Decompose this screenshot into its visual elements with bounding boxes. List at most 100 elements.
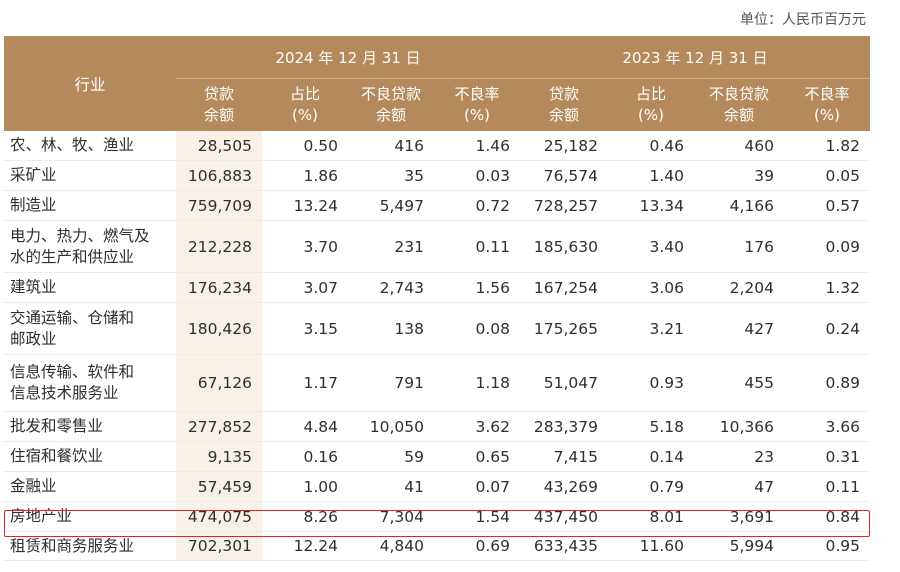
value-cell-2024-npl-ratio: 0.72 (434, 190, 521, 221)
industry-name-line: 农、林、牧、渔业 (10, 136, 135, 154)
column-header-line: 不良贷款 (360, 85, 421, 103)
industry-name-line: 租赁和商务服务业 (10, 536, 135, 555)
value-cell-2024-share-pct: 1.86 (262, 160, 348, 191)
column-header-2023-loan-balance: 贷款 余额 (520, 78, 609, 131)
value-cell-2023-npl-balance: 427 (694, 302, 785, 355)
value-cell-2024-loan-balance: 106,883 (176, 160, 262, 191)
value-cell-2023-npl-ratio: 0.57 (784, 190, 871, 221)
value-cell-2024-npl-balance: 59 (348, 441, 434, 472)
value-cell-2024-share-pct: 0.50 (262, 131, 348, 161)
industry-name-line: 邮政业 (10, 329, 57, 348)
value-cell-2023-share-pct: 5.18 (608, 411, 695, 442)
value-cell-2024-npl-ratio: 0.03 (434, 160, 521, 191)
value-cell-2024-npl-ratio: 3.62 (434, 411, 521, 442)
table-row: 采矿业 106,883 1.86 35 0.03 76,574 1.40 39 0.05 (4, 160, 871, 191)
industry-name-line: 交通运输、仓储和 (10, 308, 135, 327)
period-2023-header: 2023 年 12 月 31 日 (520, 36, 871, 79)
table-row: 建筑业 176,234 3.07 2,743 1.56 167,254 3.06 2,204 1… (4, 272, 871, 303)
table-row: 金融业 57,459 1.00 41 0.07 43,269 0.79 47 0.11 (4, 471, 871, 502)
column-header-line: 余额 (375, 106, 406, 124)
value-cell-2023-loan-balance: 76,574 (520, 160, 609, 191)
value-cell-2024-share-pct: 3.07 (262, 272, 348, 303)
value-cell-2023-loan-balance: 185,630 (520, 220, 609, 273)
table-row: 电力、热力、燃气及 水的生产和供应业 212,228 3.70 231 0.11 185,6… (4, 220, 871, 273)
industry-name-cell: 住宿和餐饮业 (4, 441, 176, 472)
value-cell-2024-share-pct: 13.24 (262, 190, 348, 221)
value-cell-2023-share-pct: 8.01 (608, 501, 695, 532)
industry-name-cell: 租赁和商务服务业 (4, 531, 176, 561)
table-row: 信息传输、软件和 信息技术服务业 67,126 1.17 791 1.18 51,047 0.… (4, 354, 871, 412)
value-cell-2024-loan-balance: 180,426 (176, 302, 262, 355)
value-cell-2023-share-pct: 3.06 (608, 272, 695, 303)
industry-name-cell: 交通运输、仓储和 邮政业 (4, 302, 176, 355)
industry-name-cell: 农、林、牧、渔业 (4, 131, 176, 161)
industry-name-line: 批发和零售业 (10, 417, 104, 435)
value-cell-2023-loan-balance: 437,450 (520, 501, 609, 532)
column-header-line: 不良率 (454, 85, 500, 103)
table-row: 农、林、牧、渔业 28,505 0.50 416 1.46 25,182 0.46 460 1.… (4, 131, 871, 161)
value-cell-2024-loan-balance: 759,709 (176, 190, 262, 221)
value-cell-2023-loan-balance: 7,415 (520, 441, 609, 472)
value-cell-2024-npl-balance: 416 (348, 131, 434, 161)
value-cell-2023-loan-balance: 728,257 (520, 190, 609, 221)
value-cell-2024-loan-balance: 702,301 (176, 531, 262, 561)
value-cell-2023-share-pct: 3.40 (608, 220, 695, 273)
value-cell-2024-npl-balance: 791 (348, 354, 434, 412)
column-header-line: 占比 (636, 85, 667, 103)
value-cell-2023-loan-balance: 25,182 (520, 131, 609, 161)
value-cell-2024-npl-balance: 2,743 (348, 272, 434, 303)
value-cell-2023-loan-balance: 175,265 (520, 302, 609, 355)
value-cell-2024-npl-balance: 41 (348, 471, 434, 502)
table-body: 农、林、牧、渔业 28,505 0.50 416 1.46 25,182 0.46 460 1.… (4, 131, 871, 561)
value-cell-2023-npl-balance: 47 (694, 471, 785, 502)
value-cell-2024-npl-balance: 10,050 (348, 411, 434, 442)
value-cell-2024-share-pct: 8.26 (262, 501, 348, 532)
value-cell-2023-share-pct: 0.46 (608, 131, 695, 161)
industry-name-line: 电力、热力、燃气及 (10, 226, 150, 245)
column-header-2024-npl-balance: 不良贷款 余额 (348, 78, 434, 131)
industry-name-line: 住宿和餐饮业 (10, 447, 104, 465)
value-cell-2024-share-pct: 4.84 (262, 411, 348, 442)
value-cell-2024-npl-ratio: 1.54 (434, 501, 521, 532)
table-row: 制造业 759,709 13.24 5,497 0.72 728,257 13.34 4,16… (4, 190, 871, 221)
value-cell-2024-share-pct: 1.00 (262, 471, 348, 502)
value-cell-2024-loan-balance: 474,075 (176, 501, 262, 532)
table-row: 租赁和商务服务业 702,301 12.24 4,840 0.69 633,435 11.6… (4, 531, 871, 561)
value-cell-2023-share-pct: 13.34 (608, 190, 695, 221)
value-cell-2023-npl-ratio: 1.32 (784, 272, 871, 303)
industry-name-line: 采矿业 (10, 166, 57, 184)
value-cell-2023-npl-ratio: 0.05 (784, 160, 871, 191)
value-cell-2023-loan-balance: 43,269 (520, 471, 609, 502)
value-cell-2024-npl-ratio: 1.18 (434, 354, 521, 412)
value-cell-2024-share-pct: 3.15 (262, 302, 348, 355)
unit-label: 单位：人民币百万元 (740, 12, 866, 28)
period-2024-header: 2024 年 12 月 31 日 (176, 36, 521, 79)
value-cell-2024-loan-balance: 28,505 (176, 131, 262, 161)
value-cell-2023-npl-ratio: 0.11 (784, 471, 871, 502)
value-cell-2023-npl-ratio: 3.66 (784, 411, 871, 442)
value-cell-2023-npl-ratio: 1.82 (784, 131, 871, 161)
value-cell-2023-loan-balance: 51,047 (520, 354, 609, 412)
value-cell-2024-npl-ratio: 1.56 (434, 272, 521, 303)
value-cell-2023-npl-balance: 2,204 (694, 272, 785, 303)
industry-name-line: 制造业 (10, 196, 57, 214)
loan-industry-table: 行业 2024 年 12 月 31 日 2023 年 12 月 31 日 贷款余… (4, 36, 871, 561)
value-cell-2023-npl-ratio: 0.89 (784, 354, 871, 412)
industry-name-cell: 金融业 (4, 471, 176, 502)
value-cell-2023-share-pct: 1.40 (608, 160, 695, 191)
table-row: 批发和零售业 277,852 4.84 10,050 3.62 283,379 5.18 10… (4, 411, 871, 442)
value-cell-2024-npl-ratio: 0.11 (434, 220, 521, 273)
table-row: 房地产业 474,075 8.26 7,304 1.54 437,450 8.01 3,691… (4, 501, 871, 532)
value-cell-2023-npl-balance: 3,691 (694, 501, 785, 532)
value-cell-2023-npl-balance: 5,994 (694, 531, 785, 561)
value-cell-2023-share-pct: 0.93 (608, 354, 695, 412)
industry-name-line: 建筑业 (10, 278, 57, 296)
value-cell-2024-npl-ratio: 0.69 (434, 531, 521, 561)
value-cell-2023-npl-balance: 23 (694, 441, 785, 472)
value-cell-2023-loan-balance: 633,435 (520, 531, 609, 561)
value-cell-2024-npl-ratio: 1.46 (434, 131, 521, 161)
industry-name-line: 水的生产和供应业 (10, 247, 135, 266)
industry-name-line: 房地产业 (10, 507, 73, 525)
column-header-2023-npl-ratio: 不良率 (%) (784, 78, 871, 131)
value-cell-2023-npl-balance: 4,166 (694, 190, 785, 221)
